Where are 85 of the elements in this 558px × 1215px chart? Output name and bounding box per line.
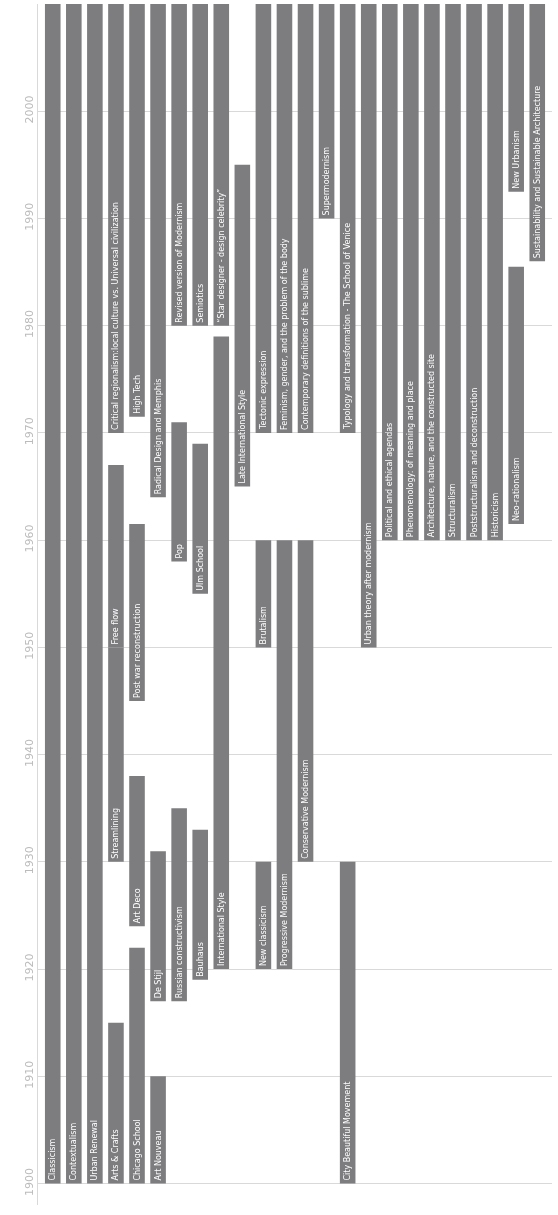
data-label: Sustainability and Sustainable Architecture xyxy=(532,85,542,259)
bar xyxy=(171,808,187,1002)
data-label: Urban theory after modernism xyxy=(364,522,374,645)
data-label: Art Deco xyxy=(132,888,142,924)
data-label: Urban Renewal xyxy=(90,1120,100,1181)
bar xyxy=(129,947,145,1184)
bar xyxy=(150,4,166,498)
bar xyxy=(150,1076,166,1184)
bar xyxy=(466,4,482,541)
bar xyxy=(171,422,187,562)
data-label: Conservative Modernism xyxy=(301,759,311,859)
bar xyxy=(108,1022,124,1184)
bar xyxy=(129,4,145,417)
data-label: Late International Style xyxy=(237,389,247,484)
bar xyxy=(255,4,272,433)
y-tick-label: 1920 xyxy=(22,953,36,982)
data-label: Architecture, nature, and the constructed site xyxy=(427,353,437,538)
y-tick-label: 2000 xyxy=(22,95,36,124)
data-label: De Stijl xyxy=(153,969,163,999)
bar xyxy=(192,4,208,326)
data-label: Political and ethical agendas xyxy=(385,422,395,538)
bar xyxy=(445,4,461,541)
data-label: City Beautiful Movement xyxy=(343,1081,353,1181)
data-label: Tectonic expression xyxy=(258,350,268,430)
bar xyxy=(403,4,419,541)
y-tick-label: 1970 xyxy=(22,417,36,446)
bar xyxy=(213,4,230,326)
data-label: Streamlining xyxy=(111,808,121,859)
y-tick-label: 1960 xyxy=(22,524,36,553)
bar xyxy=(129,776,145,927)
data-label: Radical Design and Memphis xyxy=(153,378,163,495)
data-label: New Urbanism xyxy=(511,130,521,189)
y-tick-label: 1990 xyxy=(22,202,36,231)
data-label: Phenomenology: of meaning and place xyxy=(406,381,416,538)
data-label: Supermodernism xyxy=(322,146,332,216)
bar xyxy=(66,4,82,1184)
bar xyxy=(424,4,440,541)
bar xyxy=(150,851,166,1002)
data-label: Revised version of Modernism xyxy=(174,202,184,323)
data-label: Feminism, gender, and the problem of the body xyxy=(279,238,289,430)
data-label: Contextualism xyxy=(69,1122,79,1181)
data-label: High Tech xyxy=(132,374,142,414)
data-label: Typology and transformation - The School of Venice xyxy=(343,222,353,430)
bar xyxy=(192,443,208,594)
bar xyxy=(213,336,230,970)
bar xyxy=(487,4,503,541)
data-label: Critical regionalism:local culture vs. Universal civilization xyxy=(111,202,121,430)
data-label: Pop xyxy=(174,544,184,559)
data-label: International Style xyxy=(216,892,226,967)
data-label: New classicism xyxy=(258,905,268,967)
data-label: Brutalism xyxy=(258,605,268,645)
y-tick-label: 1900 xyxy=(22,1167,36,1196)
data-label: Contemporary definitions of the sublime xyxy=(301,267,311,430)
data-label: Bauhaus xyxy=(195,942,205,977)
bar xyxy=(129,524,145,702)
y-tick-label: 1940 xyxy=(22,738,36,767)
y-tick-label: 1910 xyxy=(22,1060,36,1089)
bar xyxy=(192,829,208,980)
data-label: “Star designer - design celebrity” xyxy=(216,188,226,323)
data-label: Progressive Modernism xyxy=(279,873,289,967)
bar xyxy=(508,4,524,192)
data-label: Free flow xyxy=(111,607,121,645)
bar xyxy=(382,4,398,541)
data-label: Poststructuralism and deconstruction xyxy=(469,387,479,538)
data-label: Ulm School xyxy=(195,545,205,591)
bar xyxy=(508,266,524,525)
data-label: Historicism xyxy=(490,492,500,538)
data-label: Post war reconstruction xyxy=(132,603,142,699)
bar xyxy=(171,4,187,326)
y-tick-label: 1980 xyxy=(22,310,36,339)
bar xyxy=(360,4,377,648)
data-label: Arts & Crafts xyxy=(111,1129,121,1181)
data-label: Art Nouveau xyxy=(153,1130,163,1181)
bar xyxy=(108,4,124,433)
bar xyxy=(276,540,293,970)
bar xyxy=(44,4,61,1184)
y-tick-label: 1930 xyxy=(22,846,36,875)
data-label: Classicism xyxy=(48,1138,58,1181)
data-label: Russian constructivism xyxy=(174,906,184,999)
y-tick-label: 1950 xyxy=(22,631,36,660)
data-label: Structuralism xyxy=(448,483,458,538)
data-label: Neo-rationalism xyxy=(511,457,521,522)
data-label: Chicago School xyxy=(132,1119,142,1181)
bar xyxy=(87,4,103,1184)
data-label: Semiotics xyxy=(195,283,205,323)
